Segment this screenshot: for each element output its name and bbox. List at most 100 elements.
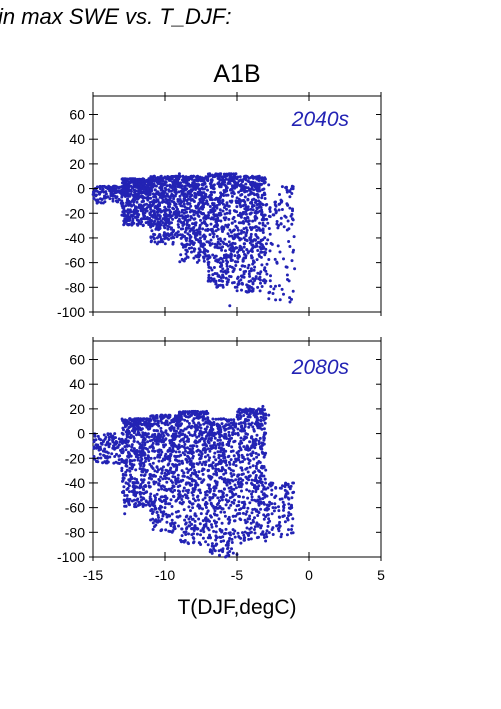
data-point	[230, 547, 233, 551]
data-point	[212, 529, 216, 533]
data-point	[192, 472, 196, 476]
data-point	[139, 209, 143, 213]
data-point	[114, 442, 118, 446]
data-point	[256, 426, 260, 430]
data-point	[203, 235, 207, 239]
data-point	[229, 458, 233, 462]
data-point	[201, 204, 205, 208]
data-point	[246, 533, 250, 537]
data-point	[182, 486, 186, 490]
data-point	[137, 418, 141, 422]
data-point	[253, 211, 257, 215]
data-point	[241, 511, 245, 515]
data-point	[132, 437, 136, 440]
data-point	[202, 447, 206, 451]
data-point	[186, 446, 189, 450]
data-point	[280, 532, 284, 536]
data-point	[187, 422, 191, 425]
data-point	[197, 517, 201, 521]
data-point	[252, 457, 256, 461]
data-point	[183, 198, 187, 202]
data-point	[127, 189, 131, 193]
data-point	[169, 489, 173, 493]
data-point	[198, 522, 202, 526]
data-point	[252, 520, 255, 524]
data-point	[236, 480, 240, 484]
data-point	[150, 239, 153, 243]
data-point	[235, 205, 239, 209]
data-point	[265, 262, 269, 266]
data-point	[174, 182, 177, 186]
data-point	[209, 222, 213, 226]
data-point	[236, 250, 240, 254]
data-point	[138, 445, 142, 449]
data-point	[184, 515, 188, 519]
data-point	[177, 462, 181, 466]
data-point	[138, 421, 142, 425]
data-point	[171, 230, 175, 234]
data-point	[196, 211, 199, 215]
data-point	[176, 473, 180, 477]
data-point	[188, 447, 192, 451]
data-point	[212, 472, 216, 476]
data-point	[132, 488, 136, 491]
data-point	[209, 438, 213, 442]
data-point	[170, 221, 173, 225]
data-point	[250, 492, 253, 496]
data-point	[198, 240, 202, 244]
data-point	[230, 234, 234, 238]
data-point	[165, 480, 169, 484]
data-point	[139, 206, 143, 210]
data-point	[201, 519, 205, 523]
data-point	[135, 200, 139, 204]
data-point	[115, 452, 118, 456]
data-point	[178, 424, 182, 428]
data-point	[101, 461, 105, 465]
data-point	[96, 198, 100, 202]
data-point	[142, 187, 146, 191]
data-point	[113, 447, 116, 451]
data-point	[215, 245, 219, 249]
data-point	[204, 222, 207, 226]
data-point	[221, 260, 225, 263]
data-point	[127, 219, 131, 222]
data-point	[201, 191, 205, 195]
data-point	[238, 442, 241, 446]
data-point	[227, 506, 231, 510]
data-point	[242, 445, 246, 449]
data-point	[186, 410, 189, 414]
data-point	[153, 240, 157, 244]
data-point	[160, 210, 163, 214]
data-point	[194, 223, 198, 227]
data-point	[152, 501, 156, 505]
data-point	[236, 431, 240, 435]
data-point	[98, 445, 102, 449]
data-point	[145, 469, 149, 472]
data-point	[165, 184, 169, 188]
data-point	[149, 210, 153, 214]
data-point	[173, 488, 177, 492]
data-point	[213, 436, 217, 440]
data-point	[107, 184, 111, 188]
data-point	[222, 435, 226, 439]
data-point	[248, 459, 252, 463]
data-point	[231, 514, 235, 518]
data-point	[238, 214, 242, 218]
data-point	[197, 421, 201, 425]
data-point	[224, 418, 228, 422]
data-point	[224, 498, 228, 502]
data-point	[210, 496, 214, 500]
data-point	[236, 474, 240, 478]
data-point	[217, 517, 221, 521]
data-point	[204, 193, 207, 197]
data-point	[271, 292, 275, 295]
data-point	[160, 487, 164, 491]
data-point	[220, 181, 224, 185]
data-point	[191, 487, 195, 491]
data-point	[229, 425, 233, 428]
data-point	[160, 517, 164, 521]
data-point	[258, 422, 262, 426]
data-point	[220, 495, 223, 499]
data-point	[265, 503, 269, 507]
data-point	[155, 422, 159, 426]
